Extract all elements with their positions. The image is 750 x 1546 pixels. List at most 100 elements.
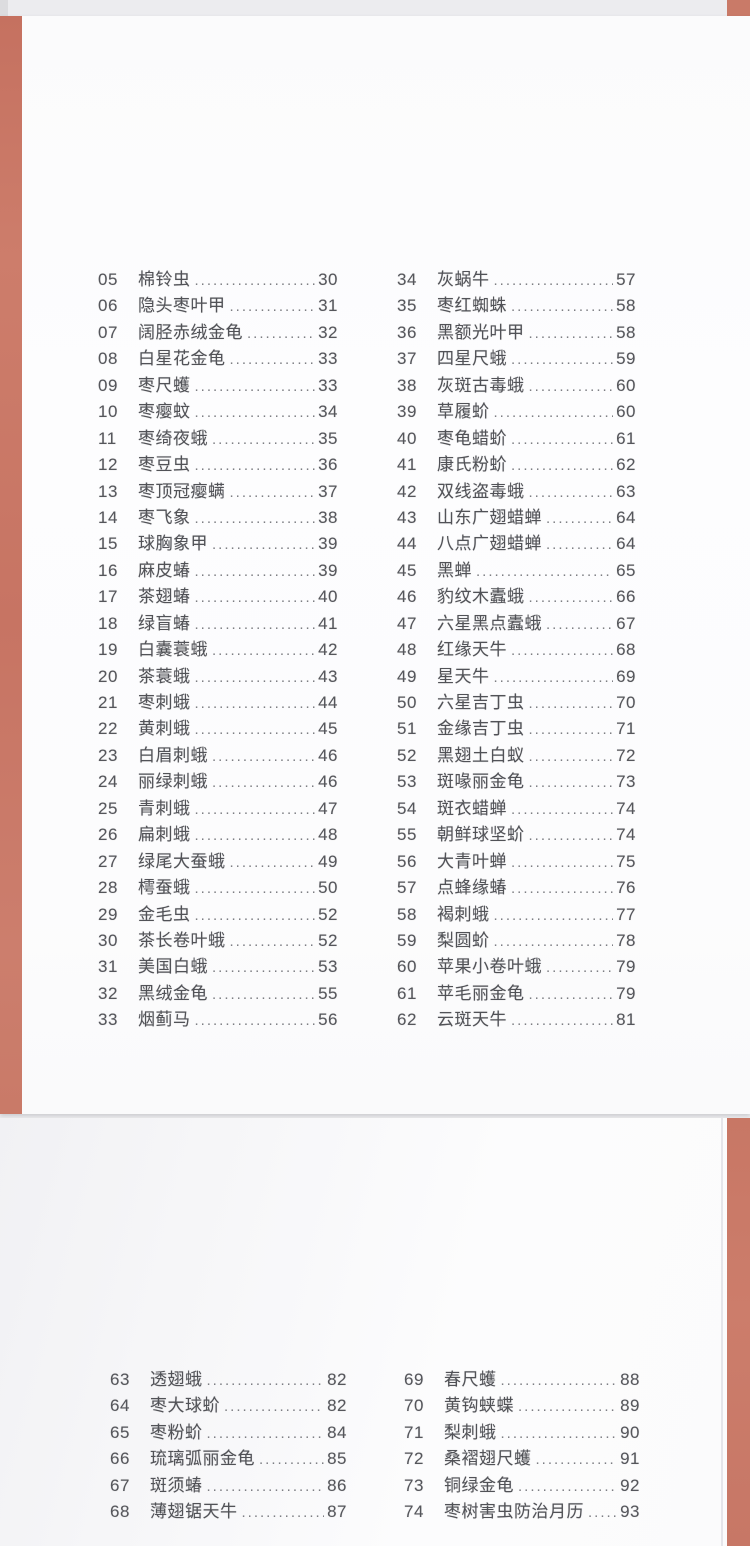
entry-title: 六星黑点蠹蛾	[437, 613, 542, 633]
leader-dots-icon: ........................................…	[194, 800, 316, 818]
entry-number: 09	[98, 375, 118, 395]
toc-entry: 65 枣粉蚧 .................................…	[110, 1418, 347, 1444]
entry-page-number: 77	[616, 904, 636, 924]
entry-number: 42	[397, 481, 417, 501]
entry-page-number: 64	[616, 534, 636, 554]
leader-dots-icon: ........................................…	[194, 272, 316, 289]
entry-title: 金缘吉丁虫	[437, 719, 525, 739]
entry-title: 枣顶冠瘿螨	[138, 481, 226, 501]
entry-number: 12	[98, 455, 118, 475]
entry-page-number: 44	[318, 693, 338, 712]
entry-title: 透翅蛾	[150, 1370, 203, 1389]
entry-title: 桑褶翅尺蠖	[444, 1449, 532, 1469]
entry-page-number: 71	[616, 719, 636, 739]
entry-page-number: 78	[616, 930, 636, 950]
entry-page-number: 81	[616, 1010, 636, 1030]
toc-entry: 64 枣大球蚧 ................................…	[110, 1391, 347, 1417]
entry-number: 47	[397, 613, 417, 633]
leader-dots-icon: ........................................…	[528, 377, 614, 395]
leader-dots-icon: ........................................…	[476, 562, 613, 580]
leader-dots-icon: ........................................…	[194, 880, 316, 898]
entry-page-number: 85	[327, 1449, 347, 1469]
leader-dots-icon: ........................................…	[493, 906, 614, 924]
entry-number: 37	[397, 349, 417, 369]
entry-page-number: 88	[620, 1370, 640, 1389]
leader-dots-icon: ........................................…	[206, 1372, 325, 1389]
entry-number: 32	[98, 983, 118, 1003]
toc-column: 34 灰蜗牛 .................................…	[397, 265, 636, 1032]
entry-page-number: 36	[318, 455, 338, 475]
entry-page-number: 90	[620, 1422, 640, 1442]
entry-number: 51	[397, 719, 417, 739]
right-accent-bar	[727, 1118, 750, 1546]
entry-title: 枣树害虫防治月历	[444, 1502, 584, 1522]
entry-title: 铜绿金龟	[444, 1475, 514, 1495]
entry-title: 棉铃虫	[138, 270, 191, 289]
entry-number: 46	[397, 587, 417, 607]
leader-dots-icon: ........................................…	[500, 1424, 618, 1442]
leader-dots-icon: ........................................…	[493, 404, 614, 422]
entry-title: 枣豆虫	[138, 455, 191, 475]
entry-title: 枣红蜘蛛	[437, 296, 507, 316]
entry-page-number: 87	[327, 1502, 347, 1522]
entry-number: 65	[110, 1422, 130, 1442]
toc-entry: 58 褐刺蛾 .................................…	[397, 900, 636, 926]
leader-dots-icon: ........................................…	[194, 562, 316, 580]
entry-title: 褐刺蛾	[437, 904, 490, 924]
entry-page-number: 52	[318, 904, 338, 924]
leader-dots-icon: ........................................…	[212, 747, 315, 765]
entry-title: 枣粉蚧	[150, 1422, 203, 1442]
leader-dots-icon: ........................................…	[546, 509, 613, 527]
leader-dots-icon: ........................................…	[528, 695, 614, 712]
entry-number: 26	[98, 825, 118, 845]
toc-entry: 47 六星黑点蠹蛾 ..............................…	[397, 609, 636, 635]
toc-entry: 53 斑喙丽金龟 ...............................…	[397, 767, 636, 793]
entry-page-number: 39	[318, 560, 338, 580]
leader-dots-icon: ........................................…	[546, 536, 613, 554]
toc-entry: 09 枣尺蠖 .................................…	[98, 371, 338, 397]
toc-entry: 32 黑绒金龟 ................................…	[98, 979, 338, 1005]
entry-number: 39	[397, 402, 417, 422]
entry-page-number: 60	[616, 375, 636, 395]
leader-dots-icon: ........................................…	[194, 721, 316, 739]
leader-dots-icon: ........................................…	[259, 1451, 324, 1469]
entry-number: 05	[98, 270, 118, 289]
entry-number: 13	[98, 481, 118, 501]
entry-number: 25	[98, 798, 118, 818]
entry-page-number: 75	[616, 851, 636, 871]
entry-title: 黑翅土白蚁	[437, 745, 525, 765]
entry-page-number: 72	[616, 745, 636, 765]
leader-dots-icon: ........................................…	[528, 827, 614, 845]
entry-title: 枣大球蚧	[150, 1396, 220, 1416]
entry-title: 双线盗毒蛾	[437, 481, 525, 501]
leader-dots-icon: ........................................…	[194, 589, 316, 607]
entry-page-number: 76	[616, 878, 636, 898]
toc-entry: 52 黑翅土白蚁 ...............................…	[397, 741, 636, 767]
entry-number: 54	[397, 798, 417, 818]
entry-number: 35	[397, 296, 417, 316]
leader-dots-icon: ........................................…	[493, 932, 614, 950]
leader-dots-icon: ........................................…	[511, 800, 613, 818]
entry-number: 40	[397, 428, 417, 448]
leader-dots-icon: ........................................…	[194, 695, 316, 712]
toc-entry: 51 金缘吉丁虫 ...............................…	[397, 714, 636, 740]
toc-entry: 13 枣顶冠瘿螨 ...............................…	[98, 477, 338, 503]
toc-entry: 66 琉璃弧丽金龟 ..............................…	[110, 1444, 347, 1470]
entry-page-number: 46	[318, 745, 338, 765]
toc-entry: 70 黄钩蛱蝶 ................................…	[404, 1391, 640, 1417]
entry-title: 薄翅锯天牛	[150, 1502, 238, 1522]
entry-page-number: 62	[616, 455, 636, 475]
entry-number: 28	[98, 878, 118, 898]
toc-entry: 63 透翅蛾 .................................…	[110, 1365, 347, 1391]
leader-dots-icon: ........................................…	[229, 853, 316, 871]
leader-dots-icon: ........................................…	[194, 615, 316, 633]
entry-number: 67	[110, 1475, 130, 1495]
toc-entry: 11 枣绮夜蛾 ................................…	[98, 424, 338, 450]
entry-page-number: 74	[616, 798, 636, 818]
entry-title: 四星尺蛾	[437, 349, 507, 369]
entry-number: 72	[404, 1449, 424, 1469]
leader-dots-icon: ........................................…	[206, 1477, 325, 1495]
entry-page-number: 33	[318, 375, 338, 395]
entry-number: 44	[397, 534, 417, 554]
leader-dots-icon: ........................................…	[241, 1504, 325, 1522]
